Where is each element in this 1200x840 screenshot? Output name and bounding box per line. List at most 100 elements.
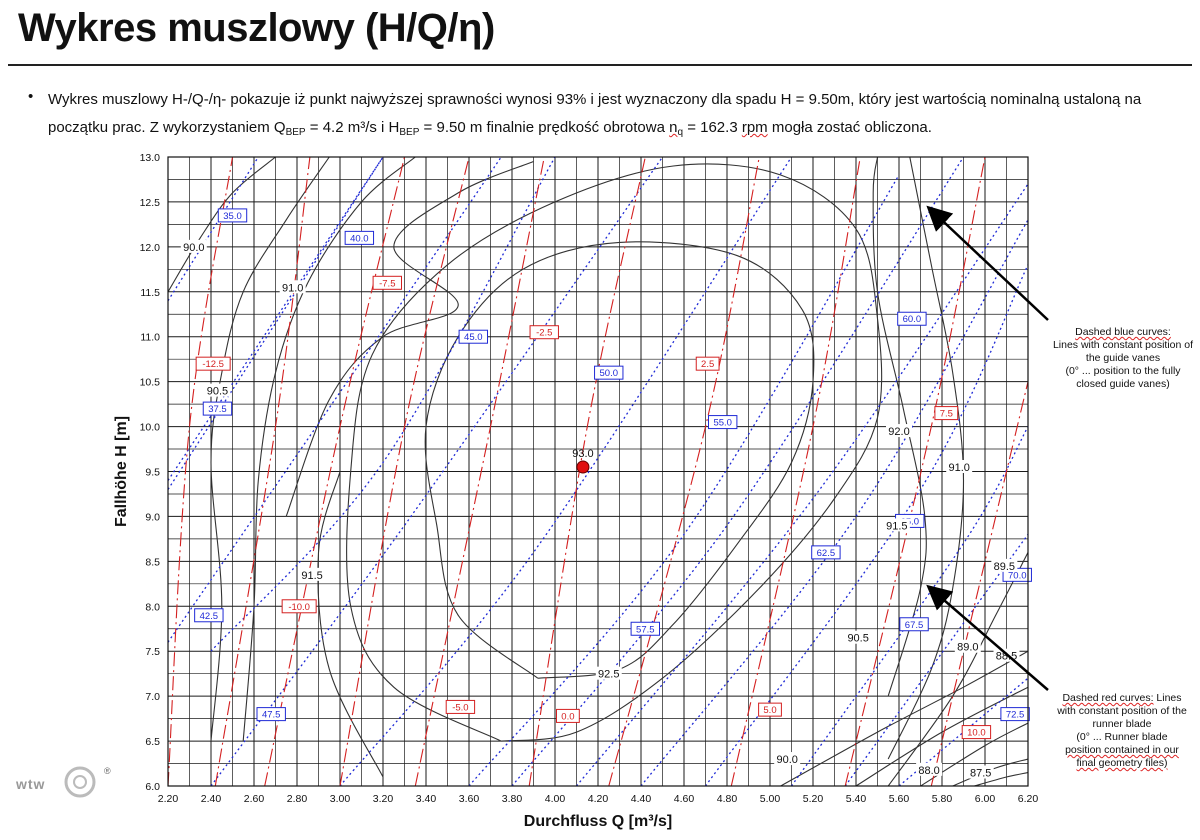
guide-vane-annotation-note: (0° ... position to the fully closed gui… <box>1065 365 1181 390</box>
efficiency-label: 91.5 <box>301 570 322 582</box>
efficiency-contour-88.0 <box>952 758 1028 786</box>
guide-vane-label-box <box>1000 707 1030 722</box>
runner-blade-label-box <box>372 275 403 290</box>
runner-blade-annotation-note-c: final geometry files) <box>1076 757 1168 769</box>
nq-subscript: q <box>677 127 684 138</box>
guide-vane-label-box <box>256 707 286 722</box>
runner-blade-annotation-arrow <box>926 584 1049 691</box>
y-tick-label: 7.5 <box>145 646 160 658</box>
y-tick-label: 9.0 <box>145 511 160 523</box>
h-bep-subscript: BEP <box>399 127 420 138</box>
x-tick-label: 3.40 <box>416 793 437 805</box>
x-tick-label: 4.40 <box>631 793 652 805</box>
runner-blade-label: 2.5 <box>701 359 714 370</box>
runner-blade-annotation-note-b: position contained in our <box>1065 744 1179 756</box>
guide-vane-annotation-arrow <box>926 205 1049 321</box>
y-tick-label: 6.5 <box>145 736 160 748</box>
efficiency-contour-89.0 <box>855 686 1028 786</box>
guide-vane-label: 70.0 <box>1008 570 1027 581</box>
runner-blade-label-box <box>961 725 992 740</box>
efficiency-label-bg <box>299 567 326 581</box>
guide-vane-label-box <box>194 608 224 623</box>
x-tick-label: 3.20 <box>373 793 394 805</box>
x-tick-label: 5.20 <box>803 793 824 805</box>
runner-blade-label-box <box>758 702 782 717</box>
x-tick-label: 6.00 <box>975 793 996 805</box>
guide-vane-label: 50.0 <box>600 368 619 379</box>
runner-blade-line-2.5 <box>608 157 760 786</box>
efficiency-label-bg <box>886 424 912 438</box>
description-paragraph: Wykres muszlowy H-/Q-/η- pokazuje iż pun… <box>48 86 1158 147</box>
x-tick-label: 3.00 <box>330 793 351 805</box>
efficiency-label-bg <box>967 765 994 779</box>
runner-blade-label: -12.5 <box>202 359 224 370</box>
y-tick-label: 11.0 <box>140 332 160 344</box>
efficiency-label: 89.5 <box>994 561 1015 573</box>
description-line-2-a: początku prac. Z wykorzystaniem Q <box>48 119 286 136</box>
efficiency-label-bg <box>774 752 801 766</box>
y-tick-label: 11.5 <box>140 287 160 299</box>
runner-blade-label: -2.5 <box>536 328 552 339</box>
efficiency-contour-90.0 <box>780 650 1028 786</box>
x-tick-label: 2.20 <box>158 793 179 805</box>
guide-vane-label-box <box>811 545 841 560</box>
runner-blade-label-box <box>695 356 720 371</box>
efficiency-contour-91.5 <box>285 160 534 517</box>
guide-vane-annotation-text: Lines with constant position of the guid… <box>1052 339 1194 364</box>
runner-blade-annotation-title: Dashed red curves: <box>1062 692 1154 704</box>
efficiency-contour-88.5 <box>920 722 1028 786</box>
efficiency-label-bg <box>595 666 622 680</box>
efficiency-contour-90.5 <box>887 552 1028 786</box>
guide-vane-label: 57.5 <box>636 624 655 635</box>
guide-vane-label: 45.0 <box>464 332 483 343</box>
efficiency-label-bg <box>845 630 872 644</box>
description-line-2-b: = 4.2 m³/s i H <box>305 119 400 136</box>
efficiency-label: 90.0 <box>776 754 797 766</box>
guide-vane-line-47.5 <box>210 157 664 786</box>
guide-vane-label-box <box>897 311 927 326</box>
guide-vane-label-box <box>899 617 929 632</box>
efficiency-label: 87.5 <box>970 768 991 780</box>
runner-blade-label-box <box>281 599 317 614</box>
bep-label: 93.0 <box>572 448 593 460</box>
efficiency-label-bg <box>883 518 910 532</box>
guide-vane-label: 35.0 <box>223 211 242 222</box>
efficiency-label-bg <box>180 239 207 253</box>
efficiency-label: 90.0 <box>183 242 204 254</box>
guide-vane-label: 37.5 <box>208 404 227 415</box>
nq-letter: n <box>669 119 678 136</box>
runner-blade-label: -7.5 <box>379 278 395 289</box>
y-tick-label: 13.0 <box>140 152 161 164</box>
runner-blade-label-box <box>529 325 559 340</box>
guide-vane-label-box <box>217 208 248 223</box>
x-tick-label: 2.80 <box>287 793 308 805</box>
runner-blade-annotation: Dashed red curves: Lines with constant p… <box>1048 692 1196 770</box>
guide-vane-label: 47.5 <box>262 710 281 721</box>
bullet-marker: • <box>28 88 34 105</box>
efficiency-label-bg <box>954 639 981 653</box>
runner-blade-annotation-note-a: (0° ... Runner blade <box>1076 731 1168 743</box>
guide-vane-line-60.0 <box>575 183 1028 786</box>
title-divider <box>8 64 1192 66</box>
runner-blade-label: 0.0 <box>561 711 574 722</box>
runner-blade-annotation-text: with constant position of the runner bla… <box>1057 705 1187 730</box>
runner-blade-label: 5.0 <box>763 705 776 716</box>
runner-blade-label-box <box>556 708 580 723</box>
runner-blade-label-box <box>445 699 476 714</box>
guide-vane-label: 72.5 <box>1006 710 1025 721</box>
efficiency-label: 90.5 <box>847 633 868 645</box>
guide-vane-line-67.5 <box>790 426 1028 786</box>
slide-title: Wykres muszlowy (H/Q/η) <box>18 6 495 50</box>
guide-vane-line-42.5 <box>168 157 502 643</box>
y-tick-label: 12.0 <box>140 242 161 254</box>
company-logo: wtw <box>16 776 46 792</box>
guide-vane-label-box <box>594 365 624 380</box>
x-tick-label: 5.40 <box>846 793 867 805</box>
runner-blade-label: -5.0 <box>452 702 468 713</box>
guide-vane-label: 55.0 <box>713 418 732 429</box>
y-tick-label: 12.5 <box>140 197 161 209</box>
efficiency-label-bg <box>946 460 973 474</box>
runner-blade-line--5.0 <box>339 157 470 786</box>
efficiency-contour-91.0 <box>242 157 416 742</box>
